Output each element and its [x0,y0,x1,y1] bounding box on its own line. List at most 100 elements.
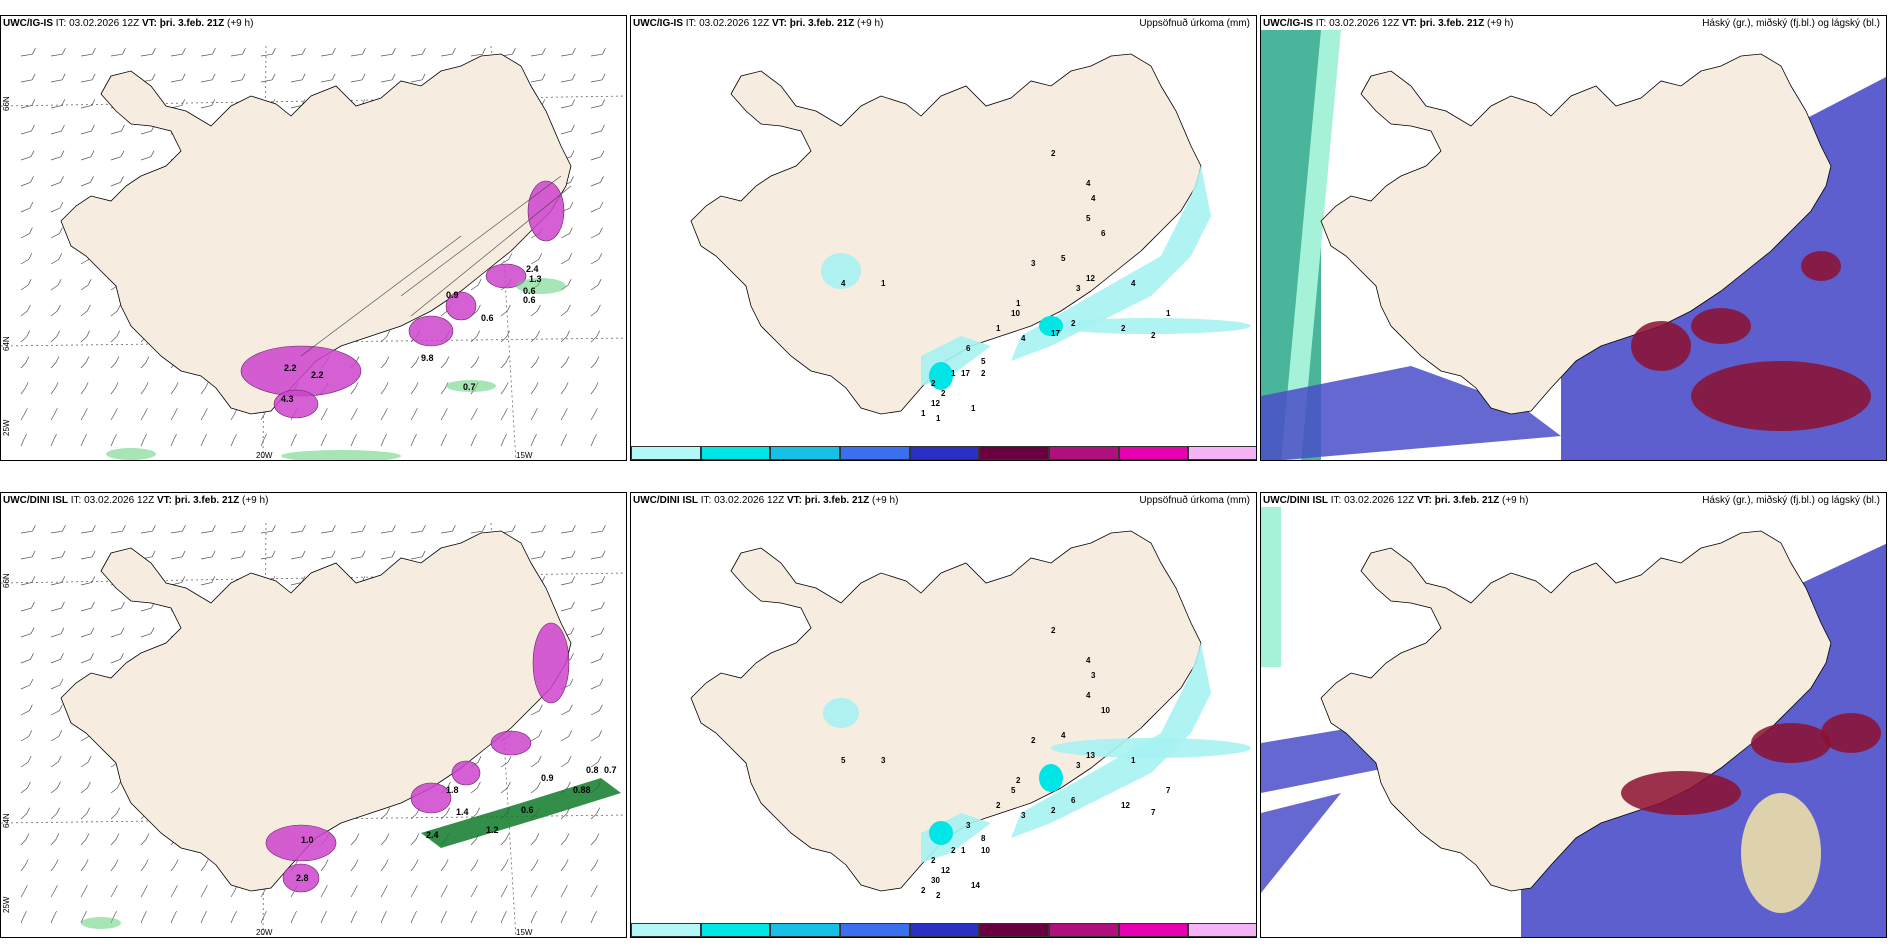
wind-barb [380,859,389,872]
precip-label: 3 [1076,761,1081,770]
value-label: 0.8 [586,765,599,775]
wind-barb [560,576,576,586]
wind-barb [110,433,117,447]
wind-barb [260,550,276,560]
wind-barb [230,885,238,898]
wind-barb [140,833,150,846]
value-label: 1.2 [486,825,499,835]
wind-barb [590,382,599,395]
precip-label: 3 [1031,259,1036,268]
wind-barb [140,433,147,447]
precip-label: 1 [1131,756,1136,765]
wind-barb [80,150,95,161]
value-label: 1.0 [301,835,314,845]
wind-barb [20,48,36,57]
wind-barb [290,73,306,83]
wind-barb [50,859,59,872]
wind-barb [290,48,306,57]
wind-barb [410,356,420,369]
wind-barb [380,73,396,83]
wind-barb [500,433,507,447]
wind-barb [50,253,63,265]
wind-barb [560,885,568,898]
wind-barb [350,885,358,898]
wind-barb [380,408,388,421]
wind-barb [140,48,156,57]
wind-barb [350,433,357,447]
wind-barb [440,382,449,395]
wind-barb [380,356,390,369]
wind-barb [530,885,538,898]
wind-barb [170,576,186,586]
colorbar-swatch [840,923,910,937]
wind-barb [20,601,35,612]
wind-barb [530,330,540,343]
wind-barb [410,910,417,924]
wind-barb [470,433,477,447]
wind-barb [560,382,569,395]
wind-barb [110,356,120,369]
wind-barb [80,781,91,794]
wind-barb [440,48,456,57]
wind-barb [470,807,480,820]
wind-barb [500,781,511,794]
wind-barb [440,910,447,924]
value-label: 0.6 [523,295,536,305]
wind-barb [530,859,539,872]
wind-barb [50,279,62,291]
wind-barb [50,124,65,135]
wind-barb [20,807,30,820]
wind-barb [20,678,34,690]
value-label: 0.9 [446,290,459,300]
wind-barb [500,885,508,898]
colorbar-swatch [840,446,910,460]
wind-barb [560,550,576,560]
wind-barb [470,279,482,291]
wind-barb [230,910,237,924]
wind-barb [530,408,538,421]
precip-label: 4 [1086,179,1091,188]
wind-barb [500,525,516,534]
wind-map: 0.7 0.6 0.9 1.3 4.3 2.2 2.2 0.6 0.6 9.8 … [1,45,626,460]
precip-label: 10 [1101,706,1110,715]
wind-barb [230,433,237,447]
wind-barb [590,653,604,664]
wind-barb [560,601,575,612]
wind-barb [50,48,66,57]
wind-barb [80,807,90,820]
wind-barb [410,433,417,447]
precip-panel-top: UWC/IG-IS IT: 03.02.2026 12Z VT: þri. 3.… [630,15,1257,461]
wind-barb [20,253,33,265]
precip-label: 2 [1031,736,1036,745]
wind-barb [560,99,576,109]
wind-barb [590,627,605,638]
wind-barb [80,653,94,664]
wind-barb [500,253,513,265]
lon-label: 20W [256,928,273,937]
wind-barb [80,550,96,560]
wind-barb [110,653,124,664]
wind-barb [500,356,510,369]
wind-barb [380,550,396,560]
value-label: 0.88 [573,785,591,795]
colorbar-swatch [770,923,840,937]
wind-barb [50,73,66,83]
wind-barb [470,408,478,421]
wind-barb [20,730,33,742]
wind-barb [560,859,569,872]
wind-barb [200,576,216,586]
precip-label: 4 [1061,731,1066,740]
wind-barb [230,48,246,57]
precip-label: 2 [1071,319,1076,328]
wind-barb [200,859,209,872]
precip-label: 2 [1151,331,1156,340]
wind-barb [20,833,30,846]
wind-barb [590,176,604,187]
wind-barb [380,48,396,57]
wind-barb [530,382,539,395]
lat-label: 64N [2,813,11,828]
wind-barb [380,382,389,395]
wind-barb [440,525,456,534]
wind-barb [380,833,390,846]
